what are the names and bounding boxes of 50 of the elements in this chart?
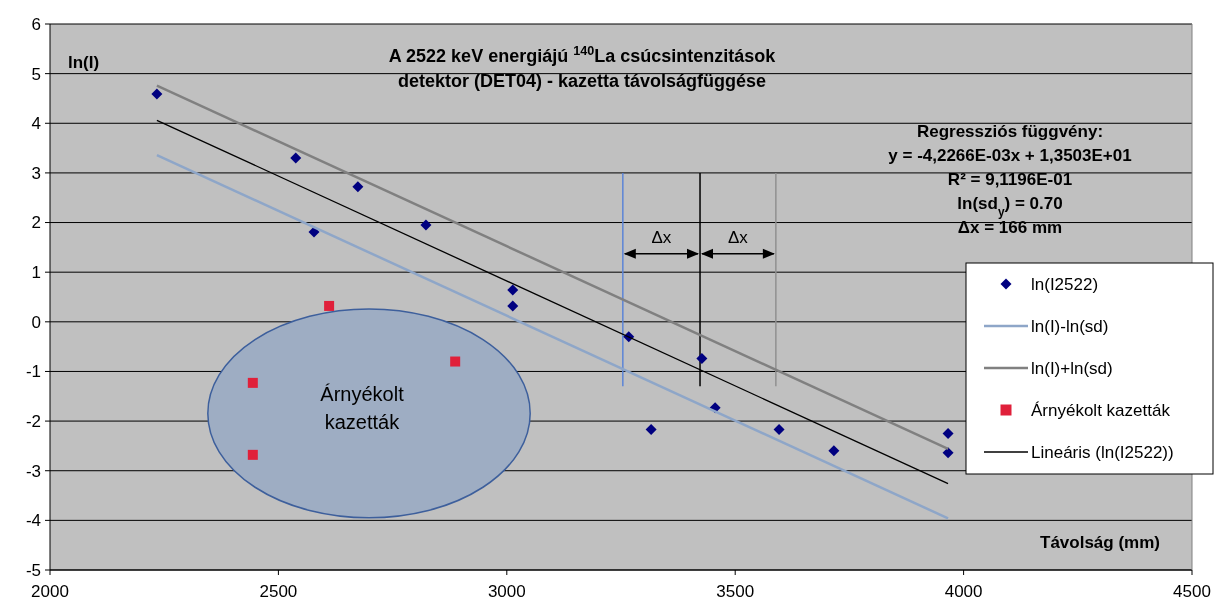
- y-tick-label: 0: [31, 312, 41, 332]
- y-tick-label: -2: [25, 412, 41, 432]
- annotation: Δx = 166 mm: [957, 218, 1063, 237]
- point: [507, 300, 519, 312]
- legend-label: Lineáris (ln(I2522)): [1031, 442, 1174, 462]
- point: [290, 152, 302, 164]
- legend-label: Árnyékolt kazetták: [1031, 400, 1171, 420]
- legend-label: ln(I)+ln(sd): [1031, 358, 1113, 378]
- x-tick-label: 3000: [487, 582, 526, 601]
- annotation: ln(sd$_{y}$) = 0.70: [957, 194, 1063, 219]
- y-tick-label: 3: [31, 163, 41, 183]
- annotation: Árnyékolt kazetták: [320, 383, 405, 433]
- point: [507, 284, 519, 296]
- point: [450, 356, 461, 367]
- y-tick-label: 5: [31, 64, 41, 84]
- x-tick-label: 4500: [1173, 582, 1211, 601]
- point: [352, 181, 364, 193]
- y-tick-label: -4: [25, 511, 41, 531]
- point: [151, 88, 163, 100]
- annotation: Δx: [728, 227, 749, 247]
- point: [942, 447, 954, 459]
- y-tick-label: -5: [25, 560, 41, 580]
- point: [420, 219, 432, 231]
- x-tick-label: 3500: [716, 582, 755, 601]
- y-tick-label: 2: [31, 213, 41, 233]
- point: [247, 377, 258, 388]
- annotation: y = -4,2266E-03x + 1,3503E+01: [888, 146, 1132, 165]
- point: [828, 445, 840, 457]
- y-tick-label: 4: [31, 114, 41, 134]
- point: [696, 353, 708, 365]
- annotation: Δx: [651, 227, 672, 247]
- point: [645, 424, 657, 436]
- y-axis-title: ln(I): [68, 53, 100, 72]
- point: [324, 300, 335, 311]
- text: A 2522 keV energiájú $^{140}$La csúcsintenzitások detektor (DET04) - kazetta távolságfüggése: [388, 44, 777, 91]
- legend-label: ln(I)-ln(sd): [1031, 316, 1109, 336]
- annotation: Regressziós függvény:: [916, 122, 1104, 141]
- point: [942, 428, 954, 439]
- x-tick-label: 2500: [259, 582, 298, 601]
- y-tick-label: -1: [25, 362, 41, 382]
- annotation: R² = 9,1196E-01: [947, 170, 1073, 189]
- y-tick-label: -3: [25, 461, 41, 481]
- x-tick-label: 4000: [944, 582, 983, 601]
- point: [247, 449, 258, 460]
- legend-label: ln(I2522): [1031, 274, 1099, 294]
- point: [773, 424, 785, 436]
- x-axis-title: Távolság (mm): [1040, 533, 1160, 552]
- x-tick-label: 2000: [31, 582, 69, 601]
- y-tick-label: 1: [31, 263, 41, 283]
- y-tick-label: 6: [31, 14, 41, 34]
